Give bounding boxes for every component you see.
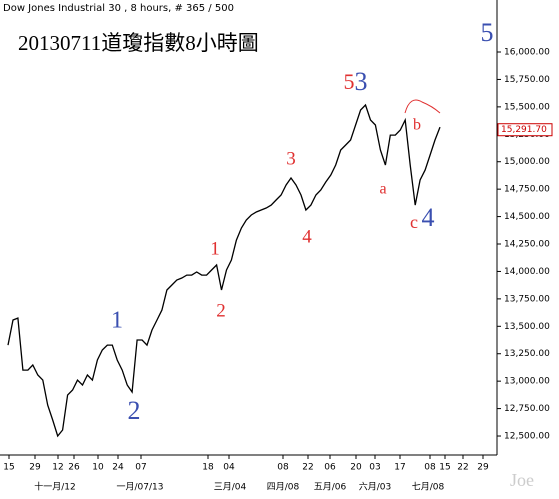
y-tick-label: 15,500.00 <box>504 102 550 112</box>
x-tick-label: 22 <box>302 463 313 473</box>
x-month-label: 六月/03 <box>359 481 392 493</box>
x-tick-label: 29 <box>29 463 41 473</box>
x-month-label: 三月/04 <box>214 482 247 493</box>
y-tick-label: 13,250.00 <box>504 349 550 359</box>
x-tick-label: 08 <box>424 463 436 473</box>
x-tick-label: 06 <box>324 463 336 473</box>
annotation-arc <box>404 99 441 114</box>
last-price-box <box>497 123 553 137</box>
x-month-label: 一月/07/13 <box>117 482 164 493</box>
y-tick-label: 15,000.00 <box>504 157 550 167</box>
wave-label: 2 <box>128 396 141 425</box>
x-tick-label: 26 <box>68 463 80 473</box>
x-tick-label: 10 <box>92 463 104 473</box>
y-tick-label: 13,500.00 <box>504 322 550 332</box>
wave-label: 3 <box>286 148 296 169</box>
chart-header: Dow Jones Industrial 30 , 8 hours, # 365… <box>3 3 234 14</box>
wave-label: 1 <box>210 238 220 259</box>
x-tick-label: 18 <box>202 463 214 473</box>
wave-label: b <box>413 117 421 134</box>
x-tick-label: 12 <box>52 463 63 473</box>
x-tick-label: 24 <box>112 463 124 473</box>
x-tick-label: 20 <box>350 463 362 473</box>
x-tick-label: 04 <box>223 463 235 473</box>
last-price-label: 15,291.70 <box>501 125 547 135</box>
y-tick-label: 13,750.00 <box>504 294 550 304</box>
y-tick-label: 12,500.00 <box>504 432 550 442</box>
x-tick-label: 03 <box>369 463 380 473</box>
y-tick-label: 14,500.00 <box>504 212 550 222</box>
x-tick-label: 07 <box>135 463 146 473</box>
wave-label: a <box>379 181 386 198</box>
y-tick-label: 13,000.00 <box>504 377 550 387</box>
wave-label: 5 <box>344 69 355 94</box>
y-tick-label: 15,750.00 <box>504 75 550 85</box>
x-month-label: 五月/06 <box>314 482 347 493</box>
x-tick-label: 08 <box>277 463 289 473</box>
x-tick-label: 22 <box>457 463 468 473</box>
wave-label: 4 <box>422 203 435 232</box>
x-month-label: 十一月/12 <box>34 481 76 493</box>
wave-label: c <box>410 212 418 232</box>
wave-label: 2 <box>216 300 226 321</box>
x-tick-label: 15 <box>439 463 450 473</box>
watermark: Joe <box>510 470 534 490</box>
x-month-label: 七月/08 <box>412 482 445 493</box>
wave-label: 4 <box>302 226 312 247</box>
y-tick-label: 12,750.00 <box>504 404 550 414</box>
wave-label: 5 <box>481 18 494 47</box>
x-tick-label: 17 <box>394 463 405 473</box>
y-tick-label: 16,000.00 <box>504 48 550 58</box>
x-tick-label: 29 <box>477 463 489 473</box>
x-tick-label: 15 <box>3 463 14 473</box>
wave-label: 3 <box>355 67 368 96</box>
wave-label: 1 <box>111 308 123 334</box>
chart-title: 20130711道瓊指數8小時圖 <box>18 31 259 55</box>
y-tick-label: 14,000.00 <box>504 267 550 277</box>
price-line <box>7 103 441 438</box>
y-tick-label: 14,250.00 <box>504 240 550 250</box>
x-month-label: 四月/08 <box>267 482 300 493</box>
y-tick-label: 14,750.00 <box>504 185 550 195</box>
